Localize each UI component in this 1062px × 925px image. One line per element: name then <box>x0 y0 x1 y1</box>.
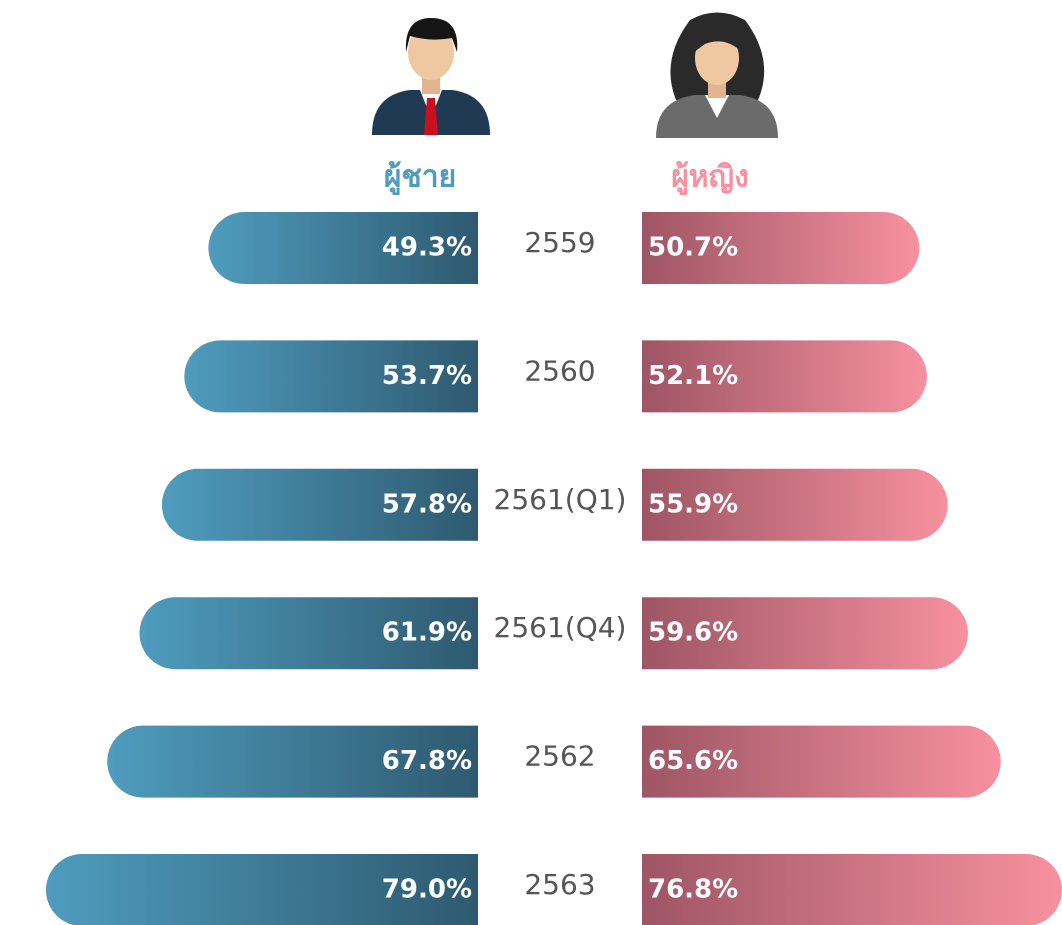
value-label: 67.8% <box>382 746 472 776</box>
value-label: 50.7% <box>648 233 738 263</box>
value-label: 79.0% <box>382 875 472 905</box>
value-label: 57.8% <box>382 489 472 519</box>
value-label: 52.1% <box>648 361 738 391</box>
category-label: 2559 <box>524 226 595 259</box>
category-label: 2561(Q1) <box>494 483 627 516</box>
value-label: 53.7% <box>382 361 472 391</box>
category-label: 2562 <box>524 740 595 773</box>
category-label: 2561(Q4) <box>494 611 627 644</box>
value-label: 65.6% <box>648 746 738 776</box>
female-icon <box>656 13 778 139</box>
value-label: 61.9% <box>382 618 472 648</box>
male-icon <box>372 18 490 135</box>
value-label: 49.3% <box>382 233 472 263</box>
category-label: 2563 <box>524 868 595 901</box>
category-label: 2560 <box>524 354 595 387</box>
value-label: 55.9% <box>648 489 738 519</box>
value-label: 59.6% <box>648 618 738 648</box>
chart: ผู้ชาย ผู้หญิง 49.3% 50.7% 2559 53.7% 52.1% 2… <box>0 0 1062 925</box>
legend-female: ผู้หญิง <box>671 160 749 196</box>
value-label: 76.8% <box>648 875 738 905</box>
legend-male: ผู้ชาย <box>384 160 456 196</box>
